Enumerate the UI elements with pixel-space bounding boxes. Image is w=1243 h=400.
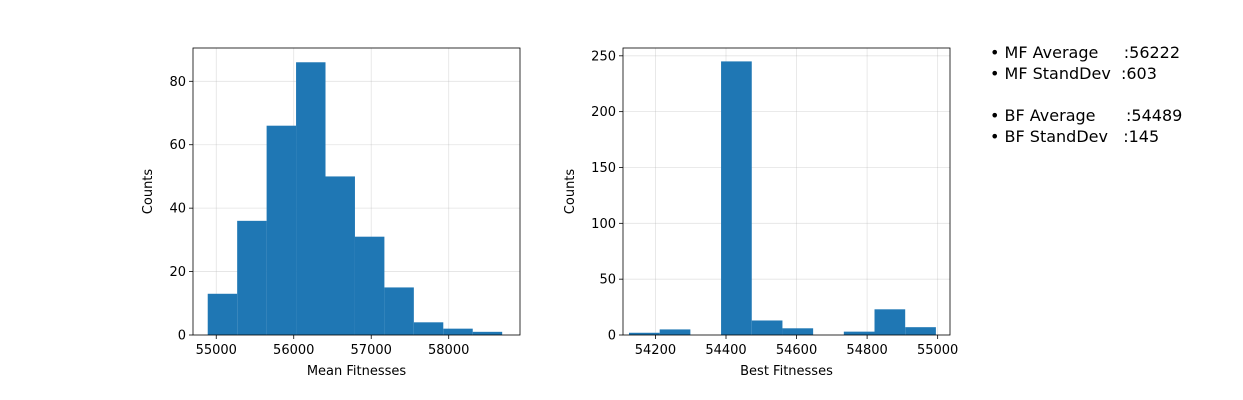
stat-bf-average: • BF Average :54489 <box>990 106 1182 125</box>
y-tick-label: 40 <box>169 202 186 217</box>
histogram-bar <box>384 287 414 335</box>
y-tick-label: 250 <box>591 49 616 64</box>
x-tick-label: 54400 <box>705 343 746 358</box>
stat-bf-standdev: • BF StandDev :145 <box>990 127 1159 146</box>
histogram-bar <box>628 332 660 335</box>
histogram-bar <box>905 327 936 335</box>
histogram-bar <box>721 61 752 335</box>
x-tick-label: 58000 <box>428 343 469 358</box>
y-tick-label: 80 <box>169 75 186 90</box>
mean-fitness-histogram: 55000 56000 57000 58000 0 20 40 60 80 Mean Fitnes… <box>141 47 521 379</box>
stat-mf-average: • MF Average :56222 <box>990 43 1180 62</box>
histogram-bar <box>266 125 297 335</box>
histogram-bar <box>237 220 267 335</box>
y-tick-label: 60 <box>169 138 186 153</box>
y-tick-label: 0 <box>608 329 616 344</box>
x-tick-label: 54600 <box>776 343 817 358</box>
x-axis-label: Best Fitnesses <box>740 364 833 379</box>
y-tick-label: 200 <box>591 105 616 120</box>
x-tick-label: 55000 <box>917 343 958 358</box>
y-tick-label: 50 <box>599 273 616 288</box>
x-tick-label: 55000 <box>196 343 237 358</box>
histogram-bar <box>207 293 238 335</box>
histogram-bar <box>659 329 691 335</box>
axes-frame <box>622 47 951 336</box>
stat-mf-standdev: • MF StandDev :603 <box>990 64 1157 83</box>
histogram-bar <box>325 176 355 335</box>
histogram-bar <box>472 331 503 335</box>
histogram-bar <box>874 309 906 335</box>
y-axis-label: Counts <box>141 169 156 215</box>
y-tick-label: 150 <box>591 161 616 176</box>
y-axis-label: Counts <box>563 169 578 215</box>
best-fitness-histogram: 54200 54400 54600 54800 55000 0 50 100 150 200 250… <box>563 47 958 379</box>
y-tick-label: 0 <box>178 329 186 344</box>
y-tick-label: 20 <box>169 265 186 280</box>
x-tick-label: 57000 <box>351 343 392 358</box>
y-tick-label: 100 <box>591 217 616 232</box>
histogram-bar <box>296 62 326 335</box>
histogram-bar <box>443 328 473 335</box>
histogram-bar <box>782 328 814 335</box>
histogram-bar <box>354 236 385 335</box>
x-tick-label: 54800 <box>846 343 887 358</box>
x-tick-label: 56000 <box>273 343 314 358</box>
histogram-bar <box>843 331 875 335</box>
histogram-bar <box>751 320 783 335</box>
statistics-summary: • MF Average :56222 • MF StandDev :603 •… <box>990 43 1182 146</box>
histogram-bar <box>413 322 444 335</box>
x-axis-label: Mean Fitnesses <box>307 364 407 379</box>
x-tick-label: 54200 <box>635 343 676 358</box>
axes-frame <box>192 47 521 336</box>
